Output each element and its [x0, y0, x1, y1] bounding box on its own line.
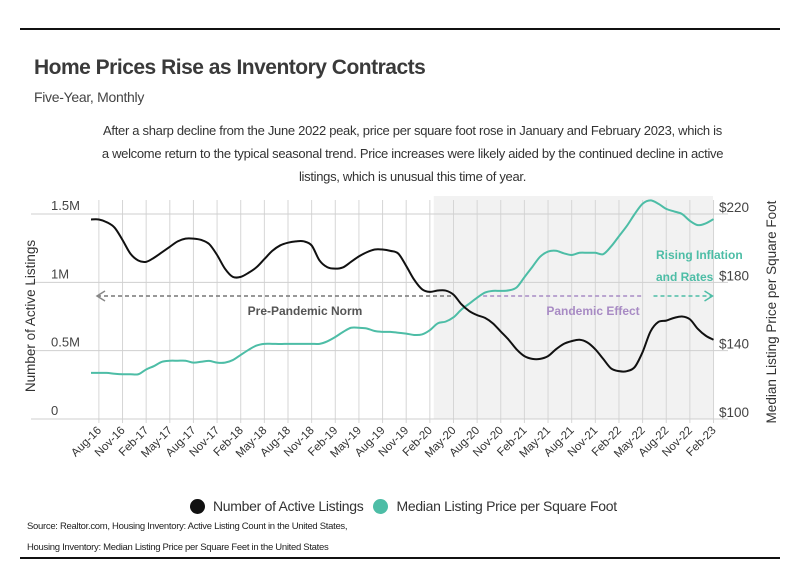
source-line-1: Source: Realtor.com, Housing Inventory: … — [27, 521, 348, 532]
legend-swatch-price — [373, 498, 389, 514]
chart-title: Home Prices Rise as Inventory Contracts — [34, 56, 426, 79]
y-left-tick-label: 1.5M — [51, 198, 80, 213]
series-active-listings-line — [90, 218, 714, 373]
y-left-tick-label: 1M — [51, 266, 69, 281]
legend-label-price: Median Listing Price per Square Foot — [396, 498, 617, 514]
arrow-left-icon — [95, 290, 106, 302]
annotation-pre-pandemic: Pre-Pandemic Norm — [248, 304, 363, 318]
legend-item-price: Median Listing Price per Square Foot — [373, 498, 617, 514]
y-right-tick-label: $220 — [719, 200, 749, 215]
y-left-tick-label: 0 — [51, 403, 58, 418]
source-line-2: Housing Inventory: Median Listing Price … — [27, 542, 329, 553]
annotation-pandemic-effect: Pandemic Effect — [546, 304, 639, 318]
y-right-tick-label: $140 — [719, 337, 749, 352]
chart-subtitle: Five-Year, Monthly — [34, 89, 145, 105]
chart-description: After a sharp decline from the June 2022… — [101, 123, 724, 184]
y-left-axis-label: Number of Active Listings — [23, 240, 38, 393]
annotation-rising-inflation: Rising Inflation — [656, 248, 743, 262]
legend-swatch-listings — [190, 498, 205, 514]
series-active-listings-points — [90, 219, 714, 372]
y-right-tick-label: $100 — [719, 405, 749, 420]
legend: Number of Active Listings Median Listing… — [190, 498, 627, 514]
arrow-right-icon — [704, 290, 714, 302]
y-left-tick-label: 0.5M — [51, 335, 80, 350]
annotation-rising-inflation-line2: and Rates — [656, 270, 714, 284]
bottom-rule — [20, 557, 780, 559]
series-price-per-sqft-line — [91, 199, 715, 376]
top-rule — [20, 28, 780, 30]
y-right-axis-label: Median Listing Price per Square Foot — [764, 200, 779, 423]
y-right-tick-label: $180 — [719, 268, 749, 283]
legend-item-listings: Number of Active Listings — [190, 498, 364, 514]
series-price-per-sqft-points — [90, 200, 714, 375]
legend-label-listings: Number of Active Listings — [213, 498, 364, 514]
